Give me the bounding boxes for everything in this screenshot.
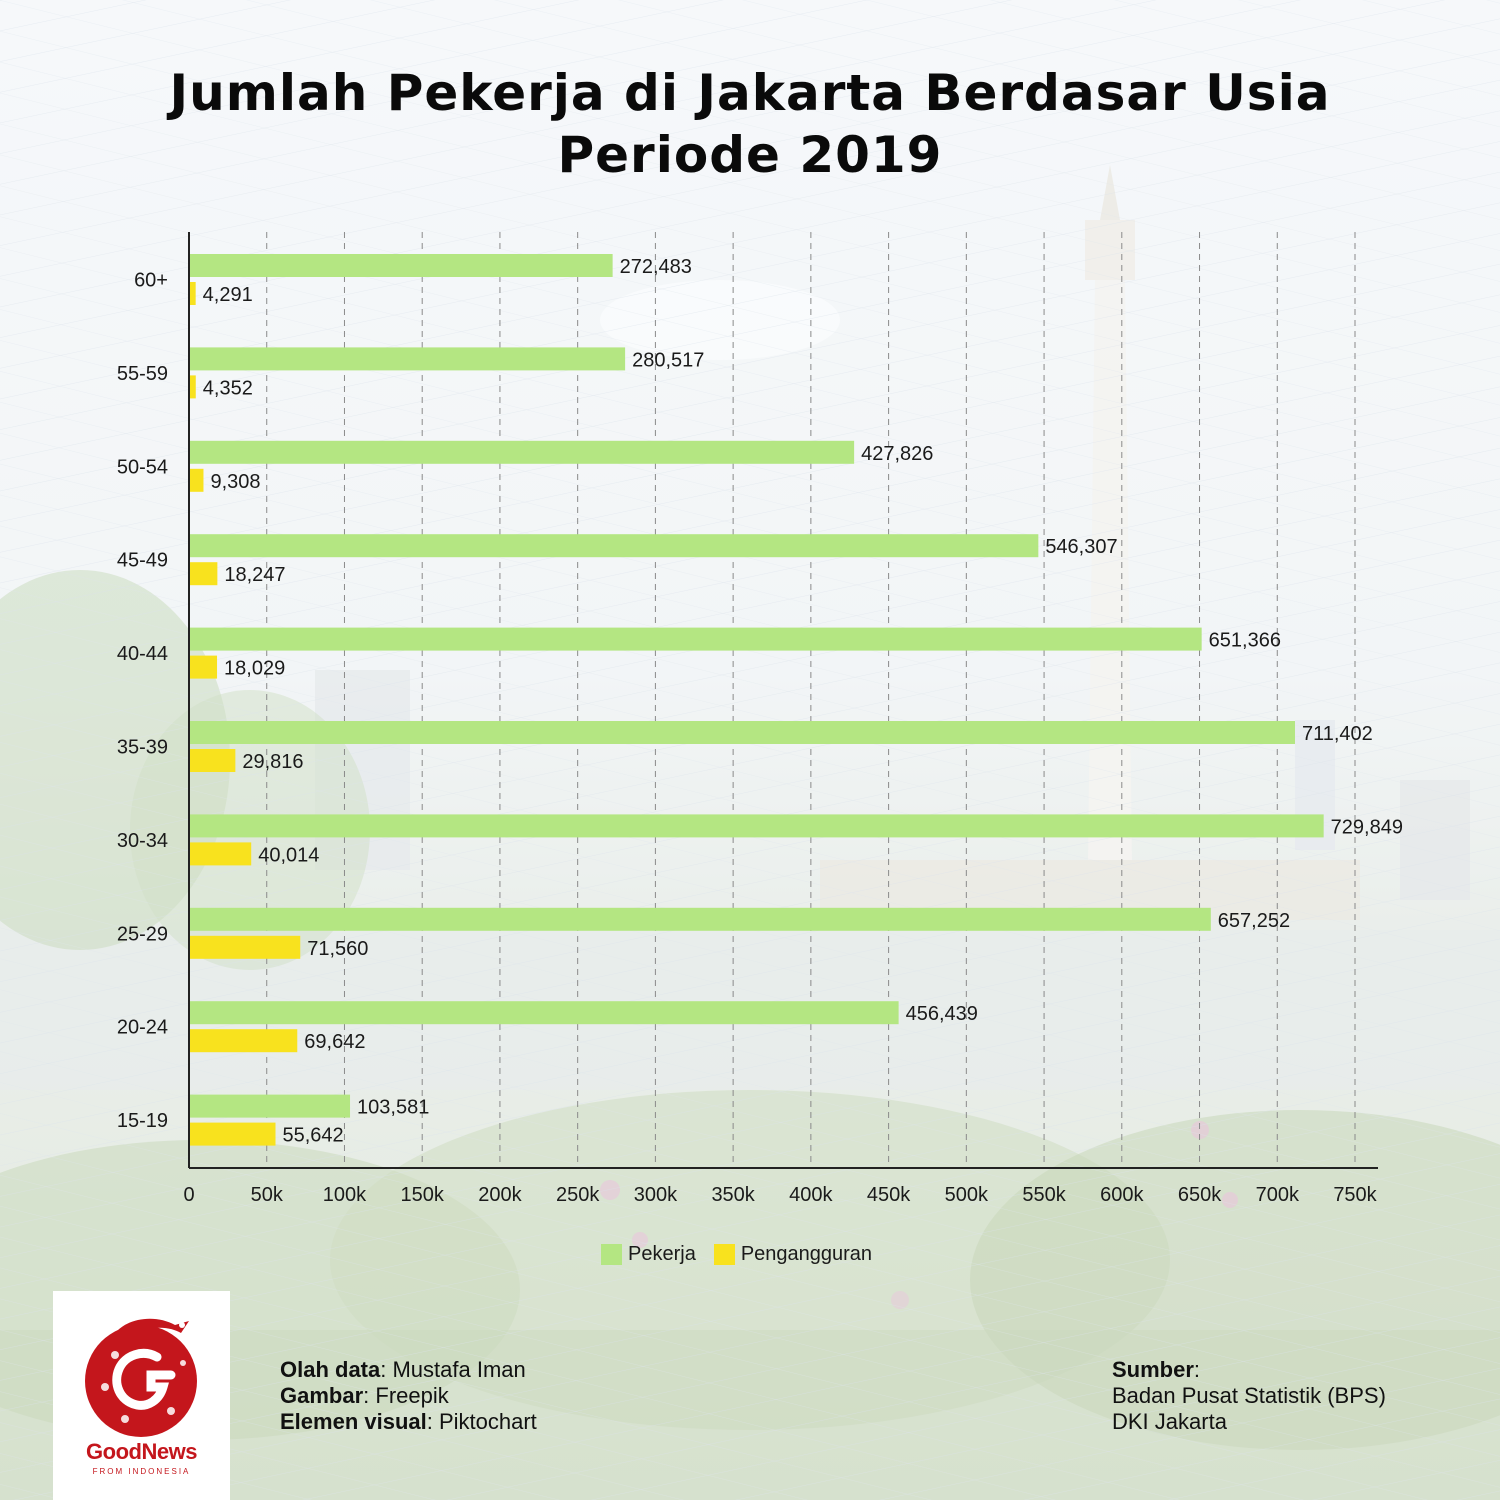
bar-pekerja [189,627,1202,651]
category-label: 35-39 [117,737,168,759]
bar-pekerja [189,1001,899,1025]
x-tick-label: 400k [789,1184,833,1206]
data-label-pekerja: 272,483 [620,256,692,278]
category-label: 25-29 [117,923,168,945]
category-label: 55-59 [117,363,168,385]
bar-pekerja [189,907,1211,931]
bar-pengangguran [189,375,196,399]
bar-pengangguran [189,562,218,586]
credits-block: Olah data: Mustafa Iman Gambar: Freepik … [280,1357,537,1435]
data-label-pekerja: 711,402 [1302,723,1373,745]
legend-swatch-pengangguran [713,1243,735,1265]
x-tick-label: 100k [323,1184,367,1206]
data-label-pekerja: 546,307 [1045,536,1117,558]
credit-olah-data: Olah data: Mustafa Iman [280,1357,526,1382]
data-label-pengangguran: 9,308 [210,471,260,493]
data-label-pengangguran: 55,642 [283,1125,344,1147]
x-tick-label: 650k [1178,1184,1222,1206]
legend-item-pekerja: Pekerja [601,1243,696,1266]
bar-pekerja [189,440,855,464]
chart-title-line-1: Jumlah Pekerja di Jakarta Berdasar Usia [169,64,1331,122]
source-label: Sumber: [1112,1357,1201,1382]
legend-item-pengangguran: Pengangguran [713,1242,873,1266]
x-tick-label: 200k [478,1184,522,1206]
goodnews-logo: GoodNews FROM INDONESIA [53,1291,230,1500]
bar-pekerja [189,254,613,277]
x-tick-label: 250k [556,1184,600,1206]
data-label-pekerja: 427,826 [861,443,933,465]
data-label-pekerja: 651,366 [1209,630,1281,652]
chart-title-line-2: Periode 2019 [557,126,943,184]
credit-elemen-visual: Elemen visual: Piktochart [280,1409,537,1434]
x-tick-label: 450k [867,1184,911,1206]
category-label: 60+ [134,270,168,292]
data-label-pengangguran: 4,291 [203,284,253,306]
bar-pengangguran [189,1029,298,1053]
bar-pekerja [189,1094,351,1118]
x-tick-label: 600k [1100,1184,1144,1206]
bar-pengangguran [189,1122,276,1146]
x-tick-label: 550k [1022,1184,1066,1206]
chart-title: Jumlah Pekerja di Jakarta Berdasar Usia … [0,62,1500,186]
data-label-pekerja: 657,252 [1218,910,1290,932]
chart-legend: Pekerja Pengangguran [601,1241,872,1267]
credit-gambar: Gambar: Freepik [280,1383,449,1408]
x-tick-label: 700k [1256,1184,1300,1206]
data-label-pengangguran: 4,352 [203,377,253,399]
data-label-pengangguran: 69,642 [304,1031,365,1053]
bar-pengangguran [189,749,236,772]
x-tick-label: 50k [251,1184,284,1206]
x-tick-label: 0 [183,1184,194,1206]
legend-swatch-pekerja [601,1243,622,1265]
x-tick-label: 500k [945,1184,989,1206]
bar-pengangguran [189,282,196,305]
x-tick-label: 750k [1333,1184,1377,1206]
source-block: Sumber: Badan Pusat Statistik (BPS) DKI … [1112,1357,1386,1435]
bar-pekerja [189,347,626,371]
category-label: 45-49 [117,550,168,572]
bar-pengangguran [189,935,301,959]
logo-tagline: FROM INDONESIA [92,1467,191,1476]
bar-pengangguran [189,655,218,679]
category-label: 30-34 [117,830,168,852]
source-line-2: DKI Jakarta [1112,1409,1227,1434]
data-label-pengangguran: 29,816 [242,751,303,773]
garuda-emblem-icon [85,1318,197,1437]
logo-wordmark: GoodNews [86,1439,197,1464]
bar-pengangguran [189,468,204,492]
data-label-pengangguran: 40,014 [258,844,319,866]
bar-chart: 272,483 4,291 60+ 280,517 4,352 55-59 427,826 9… [117,232,1403,1206]
data-label-pengangguran: 18,247 [224,564,285,586]
data-label-pekerja: 103,581 [357,1097,429,1119]
category-label: 50-54 [117,456,168,478]
data-label-pekerja: 280,517 [632,349,704,371]
bar-pekerja [189,534,1039,558]
bar-pekerja [189,721,1295,744]
source-line-1: Badan Pusat Statistik (BPS) [1112,1383,1386,1408]
x-tick-label: 300k [634,1184,678,1206]
bar-pengangguran [189,842,252,866]
category-label: 20-24 [117,1017,168,1039]
data-label-pekerja: 456,439 [906,1003,978,1025]
data-label-pengangguran: 71,560 [307,938,368,960]
bar-pekerja [189,814,1324,838]
x-tick-label: 350k [711,1184,755,1206]
legend-label-pengangguran: Pengangguran [740,1242,873,1265]
category-label: 15-19 [117,1110,168,1132]
x-tick-label: 150k [401,1184,445,1206]
category-label: 40-44 [117,643,168,665]
data-label-pekerja: 729,849 [1331,816,1403,838]
legend-label-pekerja: Pekerja [628,1242,696,1265]
data-label-pengangguran: 18,029 [224,658,285,680]
